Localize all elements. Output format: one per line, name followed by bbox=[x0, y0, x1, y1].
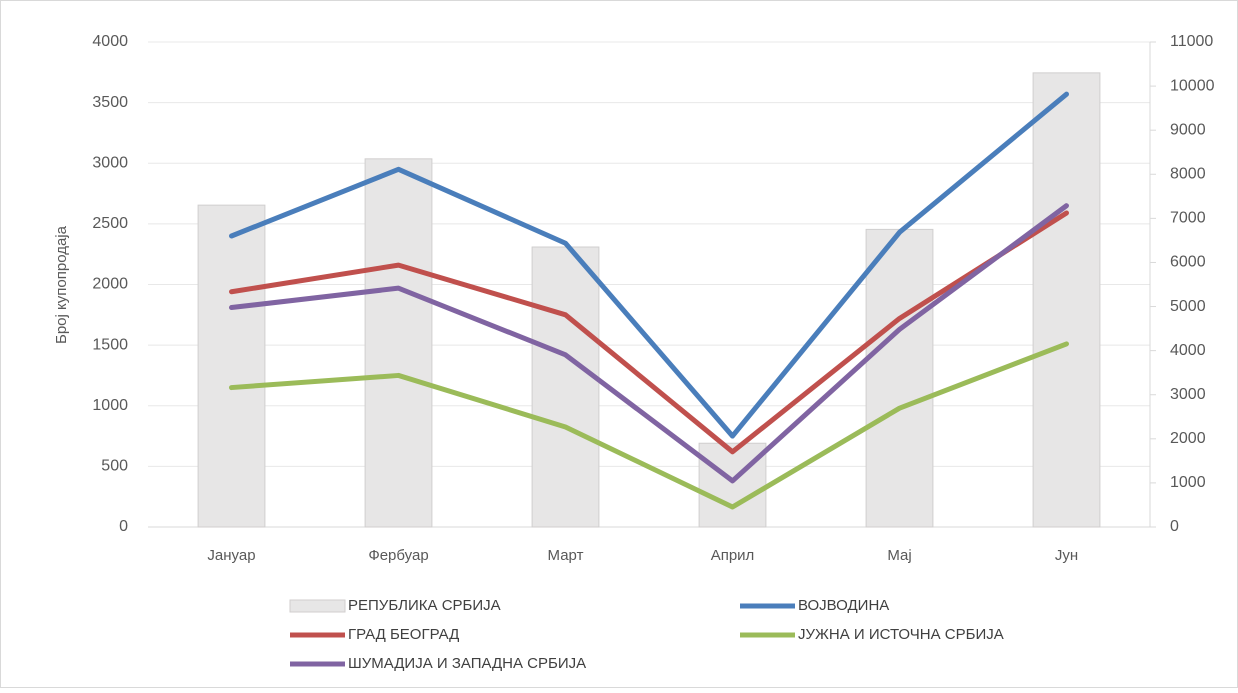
line bbox=[229, 341, 1069, 510]
y2-tick-label: 8000 bbox=[1170, 165, 1206, 182]
line bbox=[229, 210, 1069, 455]
bar bbox=[197, 204, 266, 528]
x-tick-label: Мај bbox=[887, 547, 911, 564]
legend-swatch bbox=[289, 599, 346, 613]
y2-tick-label: 9000 bbox=[1170, 121, 1206, 138]
bar bbox=[531, 246, 600, 528]
legend-label: ЈУЖНА И ИСТОЧНА СРБИЈА bbox=[798, 626, 1004, 643]
x-tick-label: Март bbox=[548, 547, 584, 564]
line bbox=[229, 91, 1069, 439]
bar bbox=[698, 442, 767, 528]
x-tick-label: Јануар bbox=[207, 547, 255, 564]
y2-tick-label: 1000 bbox=[1170, 474, 1206, 491]
y-tick-label: 2000 bbox=[92, 276, 128, 293]
y-tick-label: 0 bbox=[119, 518, 128, 535]
y2-tick-label: 6000 bbox=[1170, 254, 1206, 271]
x-tick-label: Фербуар bbox=[368, 547, 428, 564]
y2-tick-label: 4000 bbox=[1170, 342, 1206, 359]
y2-tick-label: 7000 bbox=[1170, 210, 1206, 227]
x-tick-label: Јун bbox=[1055, 547, 1078, 564]
y-axis-title: Број купопродаја bbox=[53, 225, 70, 344]
y-tick-label: 500 bbox=[101, 458, 128, 475]
y-tick-label: 4000 bbox=[92, 33, 128, 50]
y2-tick-label: 10000 bbox=[1170, 77, 1215, 94]
x-tick-label: Април bbox=[711, 547, 755, 564]
bar bbox=[1032, 72, 1101, 528]
y2-tick-label: 2000 bbox=[1170, 430, 1206, 447]
y2-tick-label: 3000 bbox=[1170, 386, 1206, 403]
y2-tick-label: 0 bbox=[1170, 518, 1179, 535]
y2-tick-label: 11000 bbox=[1170, 33, 1213, 50]
y-tick-label: 3500 bbox=[92, 94, 128, 111]
y-tick-label: 2500 bbox=[92, 215, 128, 232]
legend-label: ШУМАДИЈА И ЗАПАДНА СРБИЈА bbox=[348, 655, 586, 672]
y-tick-label: 1000 bbox=[92, 397, 128, 414]
legend-label: ГРАД БЕОГРАД bbox=[348, 626, 459, 643]
line bbox=[229, 203, 1069, 484]
bar bbox=[364, 158, 433, 528]
legend-label: РЕПУБЛИКА СРБИЈА bbox=[348, 597, 501, 614]
legend-label: ВОЈВОДИНА bbox=[798, 597, 889, 614]
y2-tick-label: 5000 bbox=[1170, 298, 1206, 315]
bar bbox=[865, 228, 934, 528]
y-tick-label: 1500 bbox=[92, 336, 128, 353]
y-tick-label: 3000 bbox=[92, 154, 128, 171]
